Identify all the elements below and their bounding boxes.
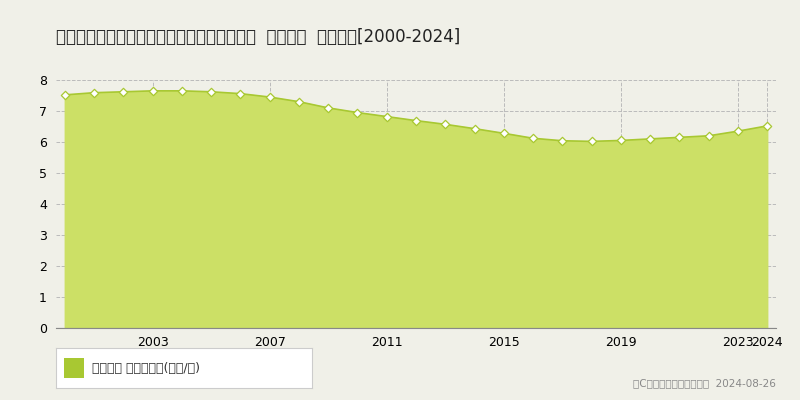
Point — [263, 94, 276, 100]
Point — [146, 88, 159, 94]
Point — [761, 123, 774, 129]
Point — [380, 113, 393, 120]
Point — [439, 121, 452, 128]
Text: 地価公示 平均坪単価(万円/坪): 地価公示 平均坪単価(万円/坪) — [92, 362, 200, 374]
Point — [117, 88, 130, 95]
Point — [410, 118, 422, 124]
Point — [322, 105, 334, 111]
Point — [526, 135, 539, 142]
Text: 鳥取県西伯郡日吉津村大字今吉２８１番２外  地価公示  地価推移[2000-2024]: 鳥取県西伯郡日吉津村大字今吉２８１番２外 地価公示 地価推移[2000-2024… — [56, 28, 460, 46]
Point — [644, 136, 657, 142]
Point — [468, 126, 481, 132]
Point — [293, 98, 306, 105]
FancyBboxPatch shape — [64, 358, 84, 378]
Point — [731, 128, 744, 134]
Point — [498, 130, 510, 136]
Point — [702, 132, 715, 139]
Point — [234, 90, 246, 97]
Point — [673, 134, 686, 140]
Point — [586, 138, 598, 144]
Point — [88, 90, 101, 96]
Point — [175, 88, 188, 94]
Point — [614, 137, 627, 144]
Point — [556, 138, 569, 144]
Point — [205, 88, 218, 95]
Point — [351, 109, 364, 116]
Text: （C）土地価格ドットコム  2024-08-26: （C）土地価格ドットコム 2024-08-26 — [633, 378, 776, 388]
Point — [58, 92, 71, 98]
